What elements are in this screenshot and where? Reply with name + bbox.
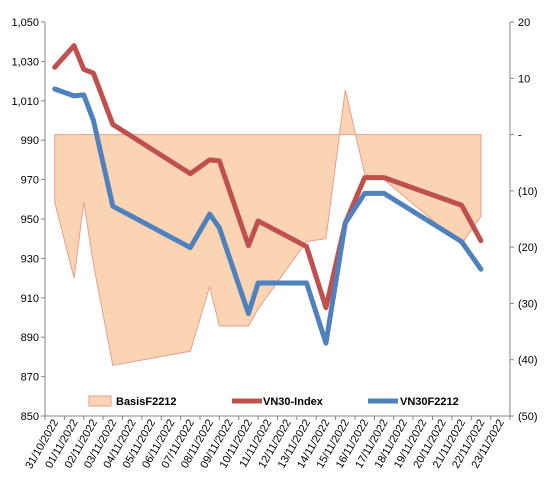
left-tick-label: 930 [21, 253, 39, 265]
vn30-index-line [52, 43, 484, 311]
right-y-axis: 20 10 - (10) (20) (30) (40) (50) [509, 17, 538, 423]
right-tick-label: 10 [518, 73, 530, 85]
plot-area [52, 43, 484, 366]
left-y-axis: 1,050 1,030 1,010 990 970 950 930 910 890 870 850 [11, 17, 46, 423]
legend: BasisF2212 VN30-Index VN30F2212 [88, 395, 459, 408]
left-tick-label: 910 [21, 293, 39, 305]
legend-label-basis: BasisF2212 [116, 396, 177, 408]
left-tick-label: 1,030 [11, 56, 39, 68]
right-tick-label: (50) [518, 411, 538, 423]
left-tick-label: 1,050 [11, 17, 39, 29]
left-tick-label: 890 [21, 332, 39, 344]
left-tick-label: 950 [21, 214, 39, 226]
left-tick-label: 870 [21, 372, 39, 384]
right-tick-label: - [518, 130, 522, 142]
right-tick-label: 20 [518, 17, 530, 29]
left-tick-label: 1,010 [11, 96, 39, 108]
left-tick-label: 970 [21, 175, 39, 187]
vn30f2212-line [52, 86, 484, 346]
legend-swatch-basis [88, 395, 112, 407]
legend-label-vn30f2212: VN30F2212 [400, 396, 459, 408]
right-tick-label: (40) [518, 355, 538, 367]
right-tick-label: (10) [518, 186, 538, 198]
left-tick-label: 990 [21, 135, 39, 147]
left-tick-label: 850 [21, 411, 39, 423]
legend-label-vn30-index: VN30-Index [263, 396, 324, 408]
right-tick-label: (20) [518, 242, 538, 254]
x-axis: 31/10/202201/11/202202/11/202203/11/2022… [23, 415, 511, 471]
right-tick-label: (30) [518, 298, 538, 310]
